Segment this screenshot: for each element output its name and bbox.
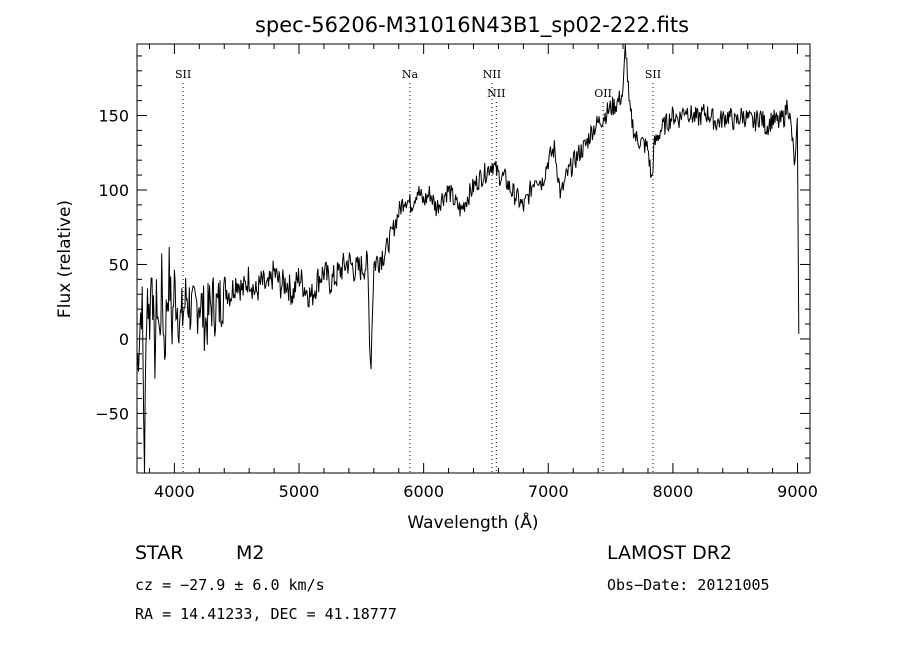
axis-ticks <box>137 44 810 473</box>
y-axis-label: Flux (relative) <box>55 200 75 318</box>
axis-tick-labels: 4000 5000 6000 7000 8000 9000 −50 0 50 100 150 <box>95 107 818 502</box>
spectral-line-markers: SII Na NII NII OII SII <box>175 68 661 473</box>
survey-name: LAMOST DR2 <box>607 542 732 564</box>
x-axis-label: Wavelength (Å) <box>407 511 538 533</box>
x-tick-label: 6000 <box>403 482 444 501</box>
line-marker-label: SII <box>645 68 661 81</box>
observation-date: Obs−Date: 20121005 <box>607 576 770 594</box>
line-marker-label: NII <box>487 87 505 100</box>
y-tick-label: 50 <box>109 255 129 274</box>
chart-title: spec-56206-M31016N43B1_sp02-222.fits <box>255 13 689 38</box>
object-class: STAR <box>135 542 183 564</box>
y-tick-label: −50 <box>95 404 129 423</box>
line-marker-label: NII <box>483 68 501 81</box>
line-marker-label: Na <box>402 68 419 81</box>
y-tick-label: 0 <box>119 330 129 349</box>
y-tick-label: 100 <box>98 181 129 200</box>
x-tick-label: 8000 <box>653 482 694 501</box>
line-marker-label: SII <box>175 68 191 81</box>
x-tick-label: 4000 <box>154 482 195 501</box>
spectrum-line <box>136 43 800 474</box>
x-tick-label: 7000 <box>528 482 569 501</box>
x-tick-label: 9000 <box>777 482 818 501</box>
object-subclass: M2 <box>236 542 264 564</box>
redshift-info: cz = −27.9 ± 6.0 km/s <box>135 576 325 594</box>
y-tick-label: 150 <box>98 107 129 126</box>
x-tick-label: 5000 <box>279 482 320 501</box>
coordinates: RA = 14.41233, DEC = 41.18777 <box>135 605 397 623</box>
plot-frame <box>136 43 811 474</box>
line-marker-label: OII <box>594 87 612 100</box>
